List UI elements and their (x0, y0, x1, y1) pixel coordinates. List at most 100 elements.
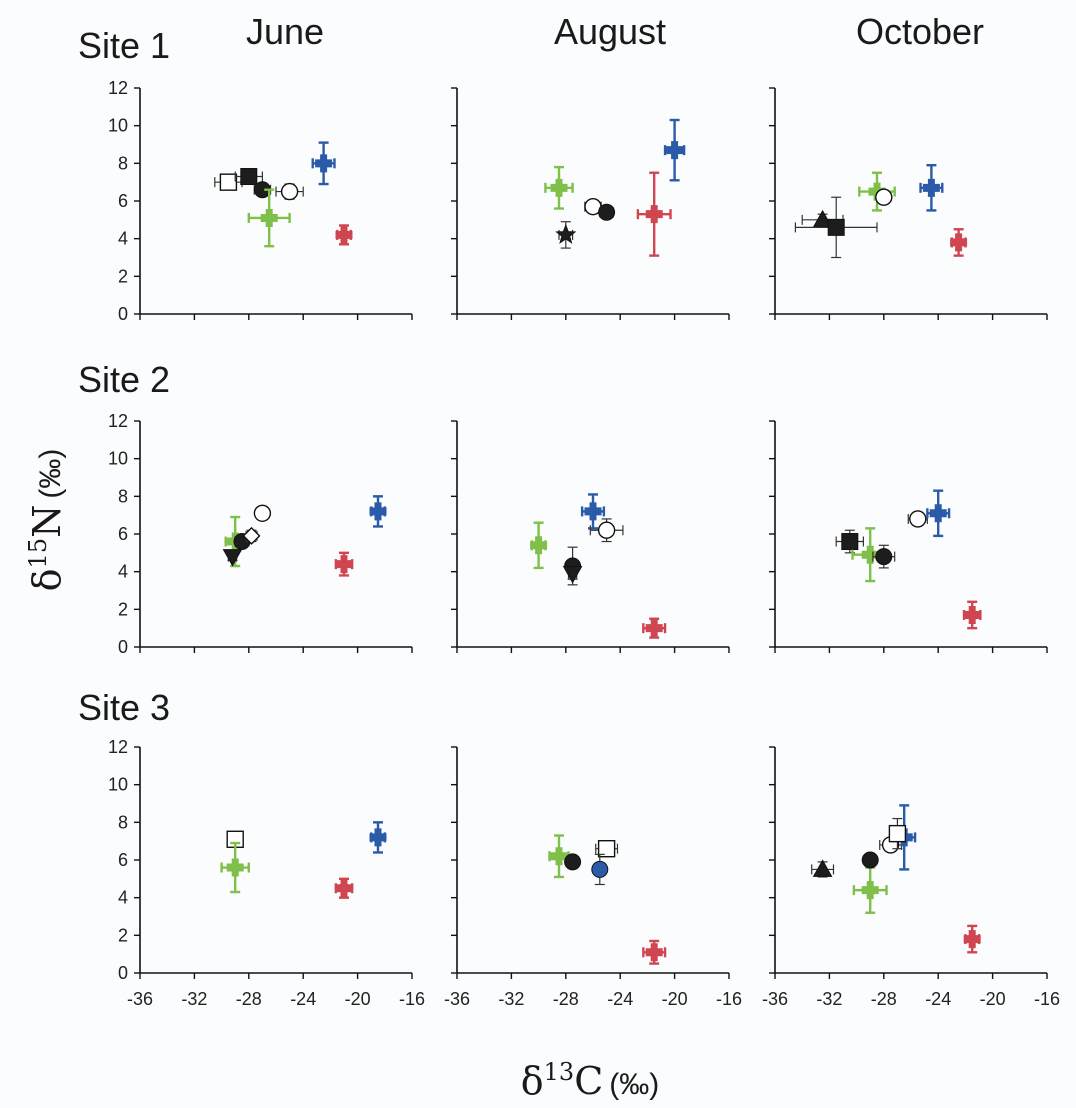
y-tick-label: 12 (108, 737, 128, 757)
panel-site-3-october: -36 -32 -28 -24 -20 -16 (762, 746, 1060, 1009)
marker-plus (922, 178, 940, 197)
data-point-plus-green (544, 165, 574, 210)
y-axis-title: δ15N (‰) (24, 449, 69, 592)
data-point-circle-open-black (875, 188, 893, 206)
data-point-plus-red (950, 228, 968, 257)
marker-square-open (888, 824, 907, 843)
marker-circle-filled (564, 853, 582, 871)
marker-plus (645, 943, 663, 962)
data-point-circle-filled-black (253, 181, 272, 199)
x-tick-label: -28 (236, 989, 262, 1009)
panel-site-3-june: 0 2 4 6 8 10 12 -36 -32 -28 -24 -20 -16 (108, 737, 425, 1009)
marker-plus (861, 881, 879, 900)
marker-circle-open (280, 182, 299, 201)
y-tick-label: 0 (118, 963, 128, 983)
data-point-triangle-filled-black (811, 859, 835, 878)
x-tick-label: -28 (871, 989, 897, 1009)
x-axis-title: δ13C (‰) (521, 1058, 660, 1103)
marker-plus (645, 619, 663, 638)
marker-square-filled (240, 168, 258, 186)
y-tick-label: 10 (108, 116, 128, 136)
data-point-plus-red (636, 171, 672, 257)
data-point-star-black (555, 221, 577, 249)
panel-site-2-october (769, 420, 1048, 653)
marker-circle-open (597, 521, 616, 539)
x-tick-label: -36 (127, 989, 153, 1009)
y-tick-label: 0 (118, 637, 128, 657)
data-point-plus-green (220, 841, 251, 894)
data-point-plus-blue (369, 495, 387, 528)
x-tick-label: -32 (181, 989, 207, 1009)
data-point-triangle-down-filled-black (562, 566, 583, 584)
marker-plus (335, 879, 353, 898)
row-title-site-1: Site 1 (78, 25, 170, 66)
y-tick-label: 2 (118, 266, 128, 286)
marker-square-filled (841, 533, 859, 551)
data-point-plus-green (851, 527, 890, 583)
y-tick-label: 10 (108, 449, 128, 469)
marker-plus (666, 141, 684, 160)
y-tick-label: 8 (118, 812, 128, 832)
marker-circle-open (909, 510, 927, 528)
marker-plus (550, 178, 568, 197)
data-point-circle-open-black (253, 504, 272, 522)
x-tick-label: -16 (399, 989, 425, 1009)
marker-triangle-down-filled (222, 549, 243, 567)
data-point-circle-filled-black (564, 853, 582, 871)
x-tick-label: -36 (444, 989, 470, 1009)
data-point-plus-blue (311, 141, 336, 186)
y-tick-label: 6 (118, 524, 128, 544)
y-tick-label: 4 (118, 562, 128, 582)
column-titles: June August October (246, 11, 984, 52)
y-tick-label: 0 (118, 304, 128, 324)
data-point-plus-red (962, 600, 982, 630)
data-point-circle-filled-black (598, 203, 616, 221)
data-point-triangle-down-filled-black (222, 549, 243, 567)
y-tick-label: 4 (118, 888, 128, 908)
row-titles: Site 1 Site 2 Site 3 (78, 25, 170, 728)
x-tick-label: -36 (762, 989, 788, 1009)
data-point-circle-open-black (275, 182, 304, 201)
panel-site-2-june: 0 2 4 6 8 10 12 (108, 411, 413, 657)
x-tick-label: -20 (662, 989, 688, 1009)
x-tick-label: -24 (925, 989, 951, 1009)
marker-circle-filled (591, 860, 609, 878)
panel-site-3-august: -36 -32 -28 -24 -20 -16 (444, 746, 742, 1009)
data-point-plus-blue (580, 493, 606, 530)
marker-circle-open (253, 504, 272, 522)
x-tick-label: -32 (816, 989, 842, 1009)
data-point-plus-red (334, 551, 354, 577)
data-point-plus-red (963, 924, 981, 954)
marker-square-open (219, 173, 238, 191)
y-tick-label: 6 (118, 191, 128, 211)
marker-triangle-down-filled (562, 566, 583, 584)
x-tick-label: -20 (980, 989, 1006, 1009)
x-tick-label: -28 (553, 989, 579, 1009)
data-point-plus-red (642, 617, 667, 639)
y-tick-label: 12 (108, 411, 128, 431)
marker-plus (530, 536, 548, 555)
panel-site-1-august (451, 87, 730, 320)
marker-plus (369, 502, 387, 521)
data-point-square-open-black (214, 173, 243, 191)
y-axis-symbol: δ (25, 568, 69, 591)
marker-circle-filled (861, 851, 879, 869)
data-point-plus-red (334, 877, 354, 899)
data-point-plus-green (530, 521, 548, 570)
marker-plus (226, 858, 244, 877)
marker-plus (584, 502, 602, 521)
column-title-june: June (246, 11, 324, 52)
marker-triangle-filled (812, 859, 833, 877)
data-point-plus-green (548, 834, 570, 879)
data-point-plus-blue (926, 489, 951, 538)
data-point-plus-blue (369, 821, 387, 854)
marker-plus (963, 930, 981, 949)
y-axis-main: N (25, 505, 69, 538)
marker-star (555, 223, 577, 244)
data-point-plus-blue (919, 164, 944, 212)
marker-plus (369, 828, 387, 847)
y-tick-label: 2 (118, 599, 128, 619)
marker-plus (963, 605, 981, 624)
panel-site-1-october (769, 87, 1048, 320)
